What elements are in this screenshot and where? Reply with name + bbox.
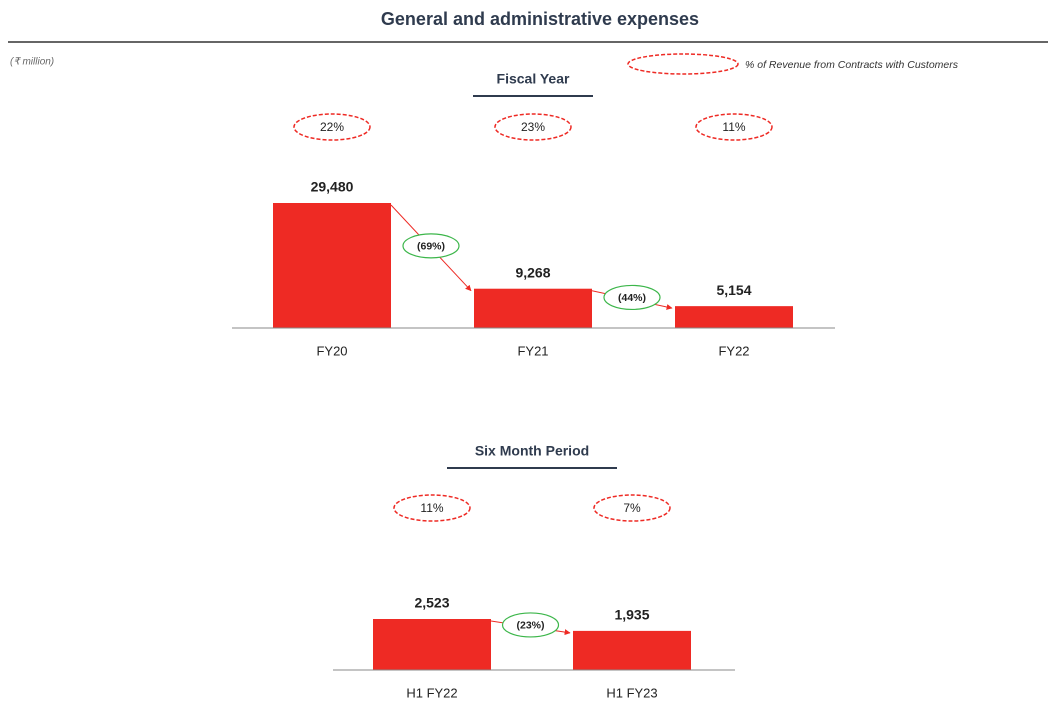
bar — [273, 203, 391, 328]
category-label: FY21 — [517, 343, 548, 358]
percent-label: 11% — [420, 501, 443, 515]
change-label: (44%) — [618, 292, 646, 304]
percent-ellipse — [393, 494, 471, 522]
category-label: H1 FY22 — [406, 685, 457, 700]
change-ellipse — [402, 233, 460, 259]
percent-ellipse — [593, 494, 671, 522]
percent-label: 7% — [623, 501, 641, 515]
value-label: 9,268 — [515, 264, 550, 280]
change-label: (69%) — [417, 241, 445, 253]
change-ellipse — [603, 284, 661, 311]
category-label: FY22 — [718, 343, 749, 358]
chart-title: Fiscal Year — [497, 71, 570, 87]
change-ellipse — [501, 612, 560, 638]
percent-label: 22% — [320, 120, 344, 134]
category-label: FY20 — [316, 343, 347, 358]
value-label: 29,480 — [311, 179, 354, 195]
percent-ellipse — [293, 113, 371, 141]
percent-label: 23% — [521, 120, 545, 134]
slide-title: General and administrative expenses — [381, 9, 699, 29]
legend-text: % of Revenue from Contracts with Custome… — [745, 59, 959, 71]
change-label: (23%) — [516, 620, 544, 632]
percent-ellipse — [695, 113, 773, 141]
bar — [474, 288, 592, 328]
bar — [373, 619, 491, 670]
percent-ellipse — [494, 113, 572, 141]
category-label: H1 FY23 — [606, 685, 657, 700]
unit-note: (₹ million) — [10, 57, 54, 68]
value-label: 5,154 — [716, 282, 751, 298]
value-label: 2,523 — [414, 595, 449, 611]
value-label: 1,935 — [614, 607, 649, 623]
bar — [675, 306, 793, 328]
bar — [573, 630, 691, 670]
percent-label: 11% — [722, 120, 745, 134]
legend-ellipse — [627, 53, 739, 75]
chart-title: Six Month Period — [475, 443, 589, 459]
